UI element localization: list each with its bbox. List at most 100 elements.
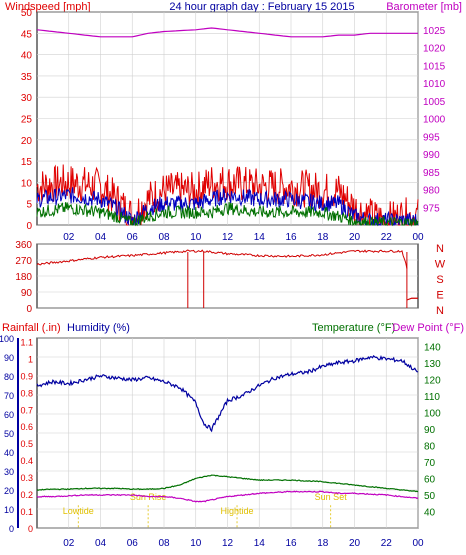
panel3-temp-tick-label: 120 xyxy=(424,375,441,386)
panel1-y2-tick-label: 980 xyxy=(423,186,440,197)
panel1-x-tick-label: 08 xyxy=(158,232,170,243)
panel2-compass-label: N xyxy=(436,305,444,317)
panel1-x-tick-label: 06 xyxy=(127,232,139,243)
panel1-y2-tick-label: 975 xyxy=(423,203,440,214)
panel1-left-title: Windspeed [mph] xyxy=(5,1,91,13)
panel2-y-tick-label: 180 xyxy=(15,272,32,283)
panel3-astro-label: Hightide xyxy=(221,506,254,516)
panel3-temp-tick-label: 50 xyxy=(424,491,436,502)
panel1-center-title: 24 hour graph day : February 15 2015 xyxy=(169,1,354,13)
panel3-rain-tick-label: 0.4 xyxy=(20,456,33,466)
panel3-humidity-line xyxy=(36,355,419,433)
panel2-direction-tail xyxy=(406,297,418,301)
panel3-humidity-tick-label: 90 xyxy=(4,353,14,363)
panel3-humidity-tick-label: 20 xyxy=(4,486,14,496)
panel1-series-line-1 xyxy=(36,187,419,227)
panel2-y-tick-label: 0 xyxy=(26,304,32,315)
panel1-y-tick-label: 5 xyxy=(26,200,32,211)
panel3-x-tick-label: 00 xyxy=(412,538,424,549)
panel1-x-tick-label: 14 xyxy=(254,232,266,243)
panel3-x-tick-label: 18 xyxy=(317,538,329,549)
panel1-y-tick-label: 10 xyxy=(21,178,33,189)
panel2-direction-line xyxy=(36,249,408,269)
panel3-astro-label: Sun Set xyxy=(315,492,348,502)
panel3-x-tick-label: 22 xyxy=(381,538,393,549)
panel3-humidity-tick-label: 100 xyxy=(0,334,14,344)
panel1-y2-tick-label: 990 xyxy=(423,150,440,161)
panel1-x-tick-label: 18 xyxy=(317,232,329,243)
panel1-x-tick-label: 04 xyxy=(95,232,107,243)
panel3-temp-tick-label: 90 xyxy=(424,425,436,436)
panel1-x-tick-label: 22 xyxy=(381,232,393,243)
panel3-x-tick-label: 16 xyxy=(285,538,297,549)
panel1-series-line-3 xyxy=(36,27,418,38)
panel3-rain-tick-label: 1.1 xyxy=(20,337,33,347)
panel2-compass-label: W xyxy=(435,259,446,271)
panel3-humidity-label: Humidity (%) xyxy=(67,322,130,334)
panel3-humidity-tick-label: 80 xyxy=(4,372,14,382)
panel3-x-tick-label: 08 xyxy=(158,538,170,549)
panel3-rain-tick-label: 0.9 xyxy=(20,371,33,381)
panel3-temp-tick-label: 100 xyxy=(424,408,441,419)
panel3-temp-tick-label: 140 xyxy=(424,342,441,353)
panel2-y-tick-label: 270 xyxy=(15,256,32,267)
panel3-humidity-tick-label: 30 xyxy=(4,467,14,477)
panel3-humidity-tick-label: 40 xyxy=(4,448,14,458)
panel3-temp-tick-label: 80 xyxy=(424,441,436,452)
panel3-x-tick-label: 14 xyxy=(254,538,266,549)
panel1-y-tick-label: 15 xyxy=(21,157,33,168)
panel1-y-tick-label: 20 xyxy=(21,136,33,147)
panel2-compass-label: E xyxy=(436,290,443,302)
panel1-y-tick-label: 30 xyxy=(21,93,33,104)
panel3-rain-tick-label: 0.3 xyxy=(20,473,33,483)
panel2-compass-label: S xyxy=(436,274,443,286)
panel3-x-tick-label: 10 xyxy=(190,538,202,549)
panel1-y-tick-label: 35 xyxy=(21,72,33,83)
panel2-y-tick-label: 90 xyxy=(21,288,33,299)
panel3-rain-tick-label: 0 xyxy=(28,524,33,534)
panel3-humidity-tick-label: 60 xyxy=(4,410,14,420)
panel3-rain-tick-label: 0.8 xyxy=(20,388,33,398)
panel3-rain-tick-label: 0.6 xyxy=(20,422,33,432)
panel3-x-tick-label: 12 xyxy=(222,538,234,549)
panel1-y2-tick-label: 1020 xyxy=(423,44,446,55)
panel3-x-tick-label: 20 xyxy=(349,538,361,549)
panel1-y-tick-label: 45 xyxy=(21,29,33,40)
panel3-dewpoint-label: Dew Point (°F) xyxy=(392,322,464,334)
panel2-y-tick-label: 360 xyxy=(15,240,32,251)
panel1-y2-tick-label: 985 xyxy=(423,168,440,179)
panel1-y-tick-label: 40 xyxy=(21,51,33,62)
panel3-temperature-line xyxy=(36,474,419,493)
panel3-astro-label: Lowtide xyxy=(63,506,94,516)
panel1-y2-tick-label: 1010 xyxy=(423,79,446,90)
panel1-y2-tick-label: 1005 xyxy=(423,97,446,108)
panel1-x-tick-label: 12 xyxy=(222,232,234,243)
panel3-temp-tick-label: 70 xyxy=(424,458,436,469)
panel1-x-tick-label: 16 xyxy=(285,232,297,243)
panel1-y-tick-label: 0 xyxy=(26,221,32,232)
panel3-rain-tick-label: 0.7 xyxy=(20,405,33,415)
panel3-rain-label: Rainfall (.in) xyxy=(2,322,61,334)
panel1-right-title: Barometer [mb] xyxy=(386,1,462,13)
panel3-humidity-tick-label: 50 xyxy=(4,429,14,439)
panel1-series-line-2 xyxy=(36,201,419,227)
panel3-rain-tick-label: 0.1 xyxy=(20,507,33,517)
panel3-rain-tick-label: 0.5 xyxy=(20,439,33,449)
panel3-temp-tick-label: 60 xyxy=(424,474,436,485)
panel3-rain-tick-label: 0.2 xyxy=(20,490,33,500)
panel3-humidity-tick-label: 70 xyxy=(4,391,14,401)
panel3-rain-tick-label: 1 xyxy=(28,354,33,364)
panel1-y-tick-label: 50 xyxy=(21,8,33,19)
panel1-x-tick-label: 02 xyxy=(63,232,75,243)
panel3-temperature-label: Temperature (°F) xyxy=(312,322,395,334)
panel2-compass-label: N xyxy=(436,243,444,255)
panel3-temp-tick-label: 40 xyxy=(424,507,436,518)
panel3-temp-tick-label: 130 xyxy=(424,359,441,370)
panel1-y2-tick-label: 1000 xyxy=(423,115,446,126)
panel3-x-tick-label: 04 xyxy=(95,538,107,549)
panel1-y2-tick-label: 995 xyxy=(423,132,440,143)
panel3-x-tick-label: 02 xyxy=(63,538,75,549)
panel3-humidity-tick-label: 10 xyxy=(4,505,14,515)
